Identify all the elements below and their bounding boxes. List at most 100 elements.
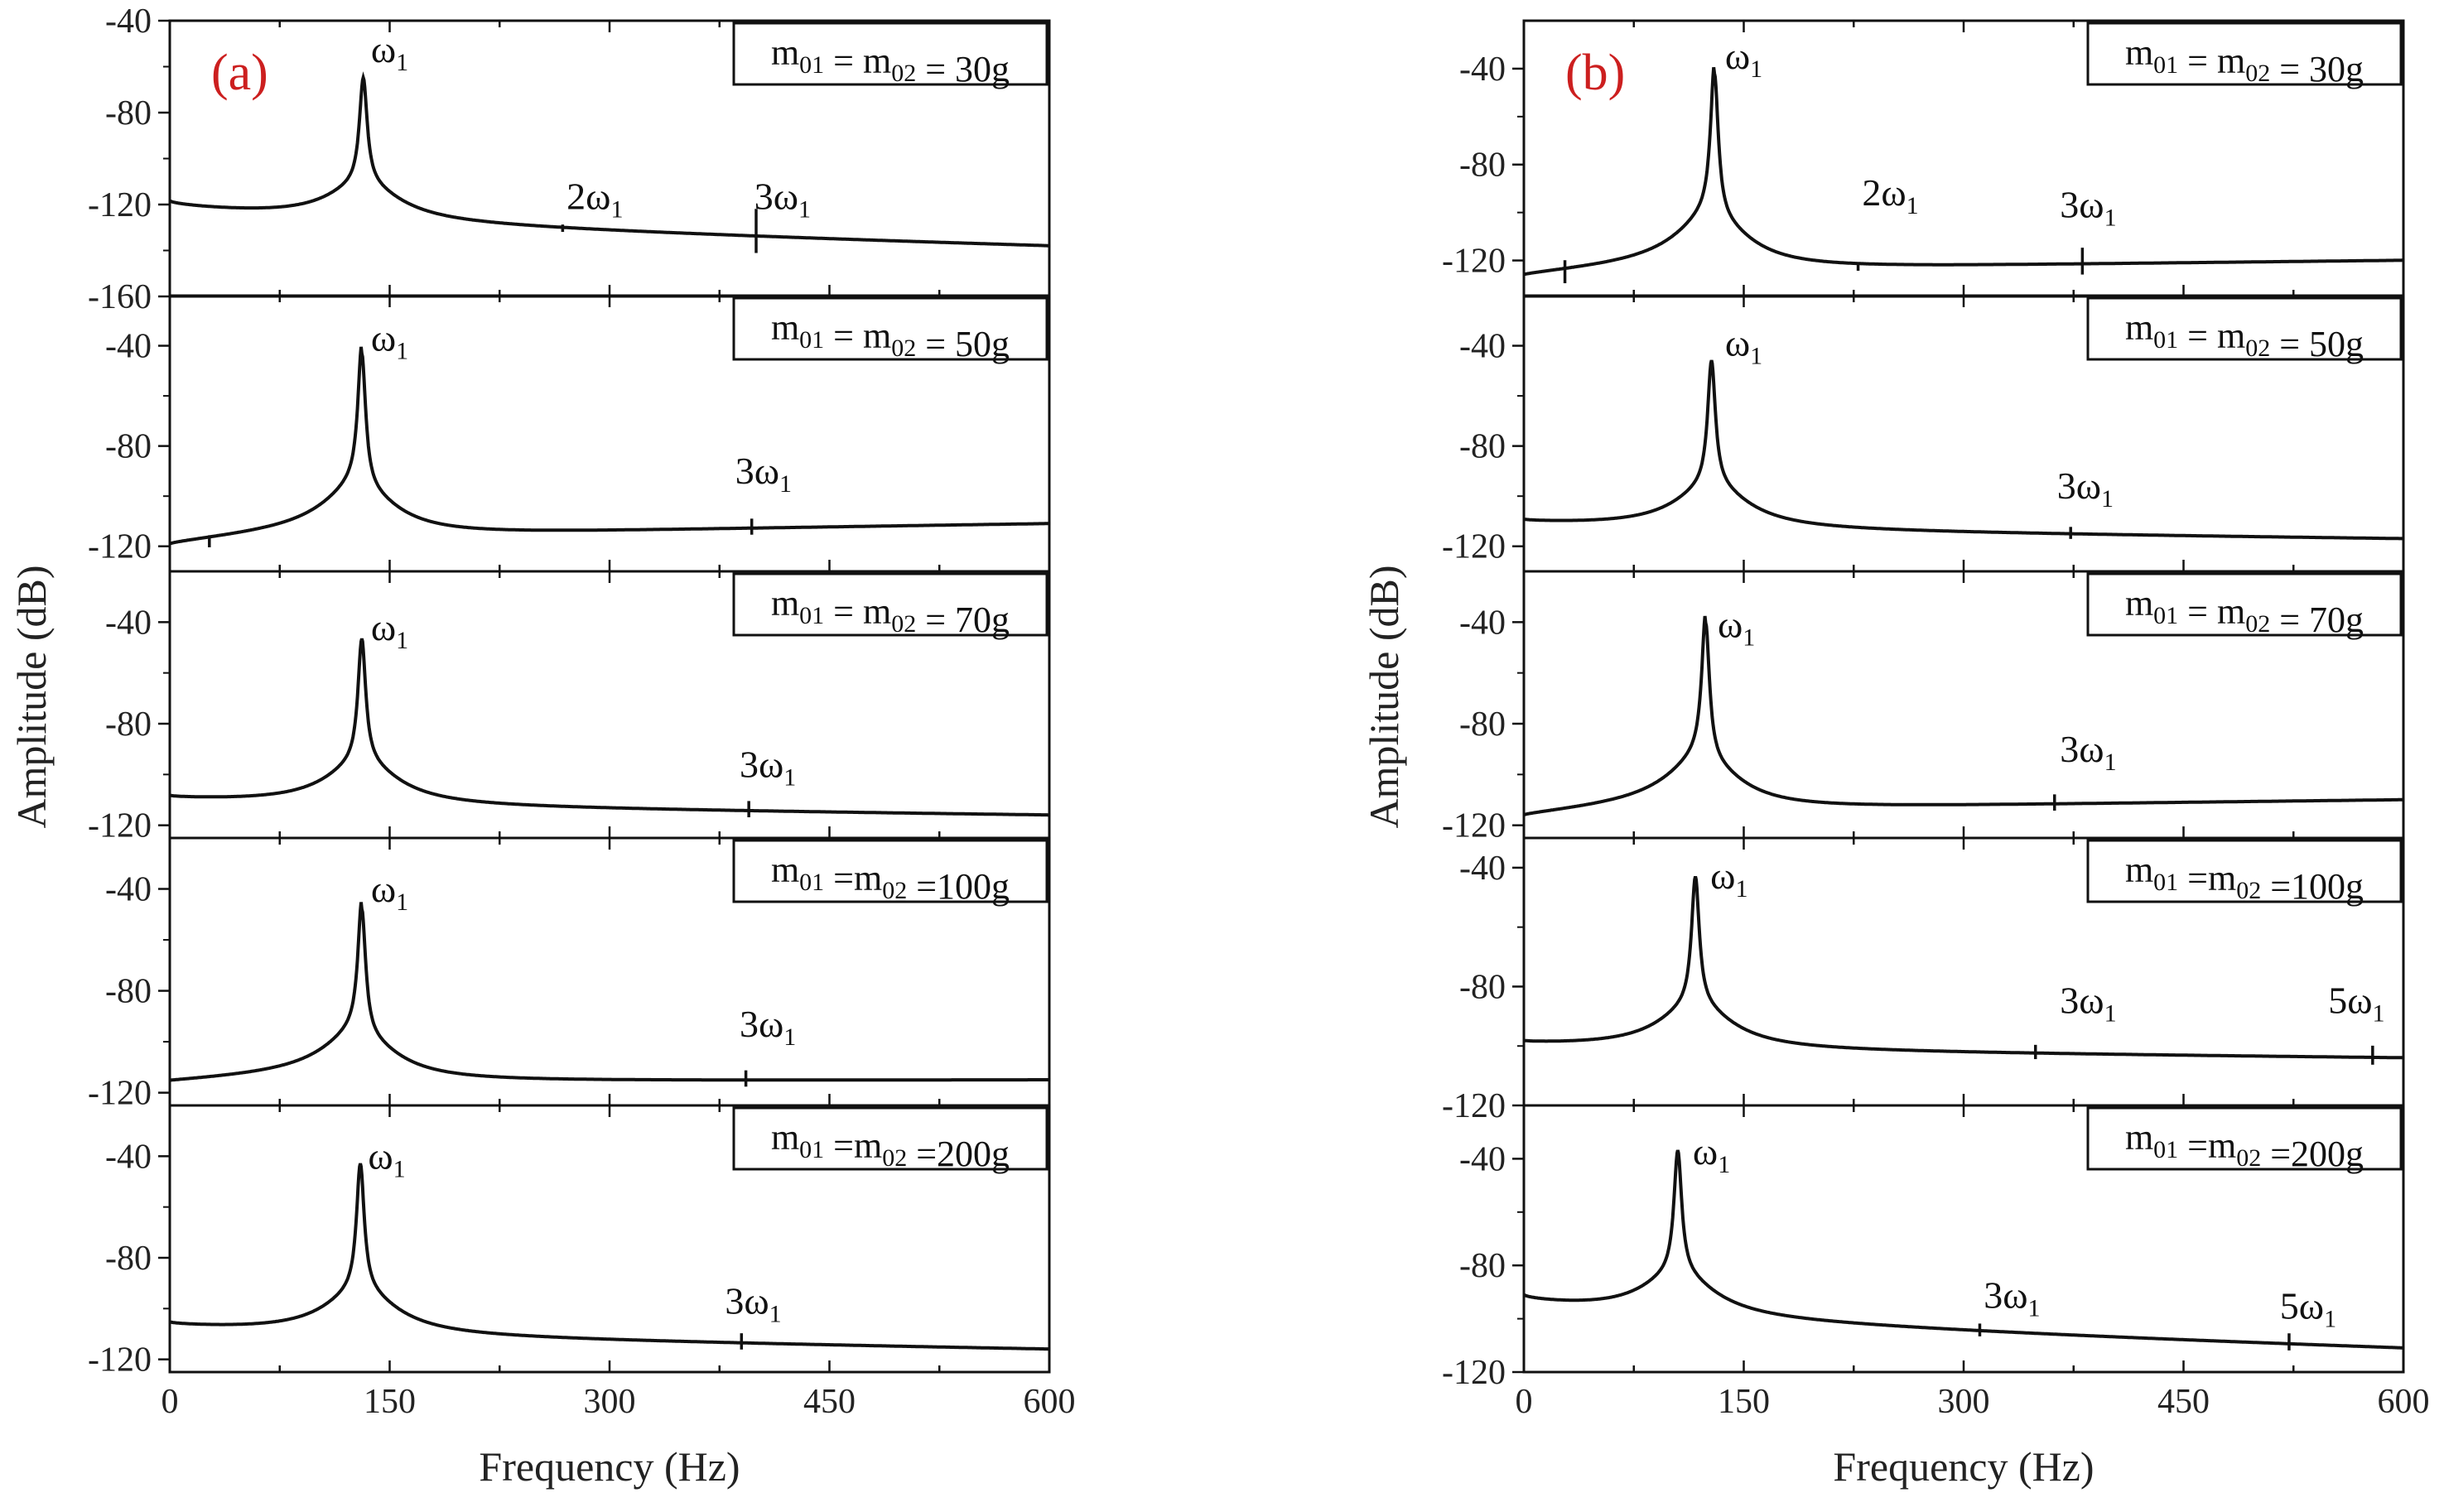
harmonic-annotation: ω1 bbox=[1718, 604, 1755, 652]
spectrum-series bbox=[1522, 1149, 2403, 1350]
mass-label-box bbox=[732, 296, 1048, 361]
x-tick-label: 300 bbox=[1938, 1383, 1990, 1421]
x-tick-label: 150 bbox=[1718, 1383, 1770, 1421]
y-tick-label: -120 bbox=[1442, 243, 1506, 281]
x-tick-label: 0 bbox=[161, 1383, 179, 1421]
y-tick-label: -80 bbox=[105, 1240, 152, 1278]
y-tick-label: -120 bbox=[88, 807, 152, 845]
spectrum-series bbox=[1523, 615, 2403, 816]
harmonic-annotation: ω1 bbox=[1725, 322, 1762, 370]
y-tick-label: -80 bbox=[1459, 968, 1506, 1006]
spectrum-series bbox=[1523, 67, 2403, 277]
mass-label-box bbox=[2086, 1106, 2403, 1171]
x-tick-label: 450 bbox=[803, 1383, 856, 1421]
x-tick-label: 600 bbox=[1024, 1383, 1076, 1421]
spectrum-series bbox=[169, 902, 1049, 1082]
mass-label: m01 = m02 = 30g bbox=[2125, 32, 2364, 89]
x-axis-title: Frequency (Hz) bbox=[1833, 1443, 2094, 1490]
mass-label-box bbox=[2086, 296, 2403, 361]
x-tick-label: 300 bbox=[584, 1383, 636, 1421]
y-tick-label: -40 bbox=[1459, 51, 1506, 89]
y-axis-title: Amplitude (dB) bbox=[1361, 565, 1407, 828]
harmonic-annotation: ω1 bbox=[371, 28, 408, 76]
subplot-5: -40 -80 -120 ω1 3ω1 m01 =m02 =200g bbox=[88, 1104, 1051, 1380]
spectrum-series bbox=[1523, 359, 2403, 541]
harmonic-annotation: ω1 bbox=[368, 1135, 405, 1183]
mass-label: m01 =m02 =100g bbox=[2125, 850, 2364, 907]
y-tick-label: -120 bbox=[1442, 1354, 1506, 1392]
mass-label: m01 =m02 =200g bbox=[2125, 1117, 2364, 1174]
subplot-3: -40 -80 -120 ω1 3ω1 m01 = m02 = 70g bbox=[88, 570, 1051, 845]
harmonic-annotation: 5ω1 bbox=[2328, 980, 2384, 1028]
y-tick-label: -120 bbox=[88, 186, 152, 224]
y-tick-label: -120 bbox=[88, 528, 152, 566]
mass-label-box bbox=[732, 839, 1048, 903]
y-tick-label: -80 bbox=[1459, 705, 1506, 744]
y-tick-label: -120 bbox=[88, 1075, 152, 1113]
harmonic-annotation: 2ω1 bbox=[1862, 171, 1918, 219]
mass-label-box bbox=[732, 572, 1048, 637]
subplot-3: -40 -80 -120 ω1 3ω1 m01 = m02 = 70g bbox=[1442, 570, 2405, 845]
y-tick-label: -40 bbox=[1459, 328, 1506, 366]
x-tick-label: 600 bbox=[2378, 1383, 2430, 1421]
harmonic-annotation: ω1 bbox=[1693, 1130, 1730, 1178]
spectrum-series bbox=[168, 71, 1049, 248]
mass-label: m01 = m02 = 30g bbox=[771, 32, 1010, 89]
harmonic-annotation: 3ω1 bbox=[754, 176, 811, 224]
harmonic-annotation: 3ω1 bbox=[740, 1003, 796, 1051]
mass-label: m01 =m02 =200g bbox=[771, 1117, 1010, 1174]
subplot-2: -40 -80 -120 ω1 3ω1 m01 = m02 = 50g bbox=[88, 294, 1051, 573]
y-tick-label: -80 bbox=[105, 94, 152, 132]
mass-label: m01 = m02 = 50g bbox=[2125, 307, 2364, 364]
mass-label: m01 = m02 = 70g bbox=[2125, 583, 2364, 640]
y-tick-label: -80 bbox=[105, 973, 152, 1011]
spectrum-series bbox=[169, 346, 1049, 546]
y-tick-label: -80 bbox=[1459, 147, 1506, 185]
y-tick-label: -40 bbox=[105, 2, 152, 41]
x-tick-label: 450 bbox=[2157, 1383, 2210, 1421]
harmonic-annotation: ω1 bbox=[371, 606, 408, 654]
y-tick-label: -40 bbox=[105, 1138, 152, 1176]
harmonic-annotation: 3ω1 bbox=[740, 743, 796, 791]
y-tick-label: -120 bbox=[1442, 1087, 1506, 1125]
mass-label-box bbox=[2086, 22, 2403, 86]
spectrum-series bbox=[169, 1163, 1049, 1351]
y-tick-label: -40 bbox=[1459, 1140, 1506, 1178]
mass-label: m01 = m02 = 70g bbox=[771, 583, 1010, 640]
y-tick-label: -40 bbox=[105, 328, 152, 366]
subplot-4: -40 -80 -120 ω1 3ω1 m01 =m02 =100g bbox=[88, 836, 1051, 1113]
mass-label-box bbox=[732, 1106, 1048, 1171]
y-tick-label: -40 bbox=[1459, 850, 1506, 888]
panel-letter: (a) bbox=[211, 45, 268, 101]
harmonic-annotation: ω1 bbox=[1725, 35, 1762, 83]
y-tick-label: -40 bbox=[105, 604, 152, 642]
harmonic-annotation: 3ω1 bbox=[2060, 980, 2116, 1028]
subplot-1: -40 -80 -120 -160 ω1 2ω1 3ω1 m01 = m02 = 30g bbox=[88, 2, 1051, 316]
harmonic-annotation: 3ω1 bbox=[725, 1279, 781, 1327]
subplot-5: -40 -80 -120 ω1 3ω1 5ω1 m01 =m02 =200g bbox=[1442, 1104, 2405, 1392]
y-tick-label: -80 bbox=[1459, 428, 1506, 466]
y-axis-title: Amplitude (dB) bbox=[8, 565, 55, 828]
harmonic-annotation: 3ω1 bbox=[2060, 728, 2116, 776]
harmonic-annotation: 3ω1 bbox=[1984, 1274, 2040, 1322]
y-tick-label: -120 bbox=[88, 1341, 152, 1380]
harmonic-annotation: ω1 bbox=[371, 317, 408, 365]
subplot-2: -40 -80 -120 ω1 3ω1 m01 = m02 = 50g bbox=[1442, 294, 2405, 573]
harmonic-annotation: ω1 bbox=[371, 868, 408, 916]
mass-label-box bbox=[732, 22, 1048, 86]
y-tick-label: -120 bbox=[1442, 807, 1506, 845]
harmonic-annotation: 3ω1 bbox=[2060, 183, 2116, 231]
y-tick-label: -80 bbox=[105, 428, 152, 466]
subplot-4: -40 -80 -120 ω1 3ω1 5ω1 m01 =m02 =100g bbox=[1442, 836, 2405, 1125]
y-tick-label: -80 bbox=[1459, 1247, 1506, 1285]
panel-letter: (b) bbox=[1565, 45, 1625, 101]
mass-label-box bbox=[2086, 839, 2403, 903]
x-tick-label: 150 bbox=[364, 1383, 416, 1421]
y-tick-label: -120 bbox=[1442, 528, 1506, 566]
x-axis-title: Frequency (Hz) bbox=[479, 1443, 740, 1490]
mass-label-box bbox=[2086, 572, 2403, 637]
harmonic-annotation: ω1 bbox=[1710, 855, 1747, 903]
